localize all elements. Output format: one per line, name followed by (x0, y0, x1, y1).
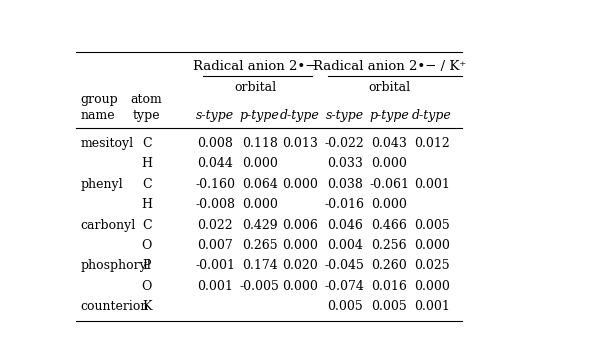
Text: 0.005: 0.005 (371, 300, 407, 313)
Text: 0.043: 0.043 (371, 136, 407, 150)
Text: d-type: d-type (412, 108, 452, 122)
Text: -0.061: -0.061 (369, 178, 409, 191)
Text: counterion: counterion (81, 300, 149, 313)
Text: C: C (142, 218, 151, 232)
Text: 0.012: 0.012 (414, 136, 450, 150)
Text: -0.045: -0.045 (325, 260, 365, 272)
Text: orbital: orbital (368, 80, 410, 94)
Text: phosphoryl: phosphoryl (81, 260, 151, 272)
Text: group: group (81, 93, 119, 106)
Text: 0.046: 0.046 (326, 218, 362, 232)
Text: H: H (141, 157, 152, 170)
Text: -0.074: -0.074 (325, 280, 365, 293)
Text: H: H (141, 198, 152, 211)
Text: Radical anion 2•−: Radical anion 2•− (193, 60, 317, 72)
Text: name: name (81, 108, 116, 122)
Text: 0.064: 0.064 (242, 178, 278, 191)
Text: 0.001: 0.001 (414, 300, 450, 313)
Text: 0.429: 0.429 (242, 218, 278, 232)
Text: K: K (142, 300, 151, 313)
Text: 0.022: 0.022 (197, 218, 233, 232)
Text: 0.013: 0.013 (282, 136, 318, 150)
Text: 0.000: 0.000 (242, 198, 278, 211)
Text: phenyl: phenyl (81, 178, 123, 191)
Text: 0.016: 0.016 (371, 280, 407, 293)
Text: atom: atom (131, 93, 162, 106)
Text: C: C (142, 178, 151, 191)
Text: C: C (142, 136, 151, 150)
Text: 0.007: 0.007 (197, 239, 233, 252)
Text: 0.000: 0.000 (371, 157, 407, 170)
Text: 0.004: 0.004 (326, 239, 362, 252)
Text: type: type (133, 108, 161, 122)
Text: 0.000: 0.000 (242, 157, 278, 170)
Text: 0.174: 0.174 (242, 260, 278, 272)
Text: mesitoyl: mesitoyl (81, 136, 134, 150)
Text: Radical anion 2•− / K⁺: Radical anion 2•− / K⁺ (313, 60, 466, 72)
Text: O: O (142, 239, 152, 252)
Text: 0.033: 0.033 (326, 157, 362, 170)
Text: 0.038: 0.038 (326, 178, 362, 191)
Text: -0.008: -0.008 (195, 198, 235, 211)
Text: 0.000: 0.000 (414, 280, 450, 293)
Text: p-type: p-type (370, 108, 409, 122)
Text: 0.000: 0.000 (371, 198, 407, 211)
Text: 0.000: 0.000 (414, 239, 450, 252)
Text: 0.006: 0.006 (282, 218, 318, 232)
Text: -0.022: -0.022 (325, 136, 364, 150)
Text: 0.118: 0.118 (242, 136, 278, 150)
Text: 0.000: 0.000 (282, 280, 318, 293)
Text: O: O (142, 280, 152, 293)
Text: 0.265: 0.265 (242, 239, 278, 252)
Text: s-type: s-type (196, 108, 234, 122)
Text: -0.001: -0.001 (195, 260, 235, 272)
Text: 0.256: 0.256 (371, 239, 407, 252)
Text: P: P (142, 260, 151, 272)
Text: orbital: orbital (234, 80, 276, 94)
Text: 0.025: 0.025 (414, 260, 449, 272)
Text: 0.044: 0.044 (197, 157, 233, 170)
Text: 0.005: 0.005 (326, 300, 362, 313)
Text: s-type: s-type (325, 108, 364, 122)
Text: -0.016: -0.016 (325, 198, 365, 211)
Text: 0.020: 0.020 (282, 260, 318, 272)
Text: 0.005: 0.005 (414, 218, 450, 232)
Text: 0.008: 0.008 (197, 136, 233, 150)
Text: 0.000: 0.000 (282, 178, 318, 191)
Text: 0.260: 0.260 (371, 260, 407, 272)
Text: d-type: d-type (280, 108, 320, 122)
Text: carbonyl: carbonyl (81, 218, 136, 232)
Text: p-type: p-type (240, 108, 280, 122)
Text: 0.000: 0.000 (282, 239, 318, 252)
Text: -0.005: -0.005 (240, 280, 280, 293)
Text: 0.001: 0.001 (414, 178, 450, 191)
Text: 0.466: 0.466 (371, 218, 407, 232)
Text: 0.001: 0.001 (197, 280, 233, 293)
Text: -0.160: -0.160 (195, 178, 235, 191)
